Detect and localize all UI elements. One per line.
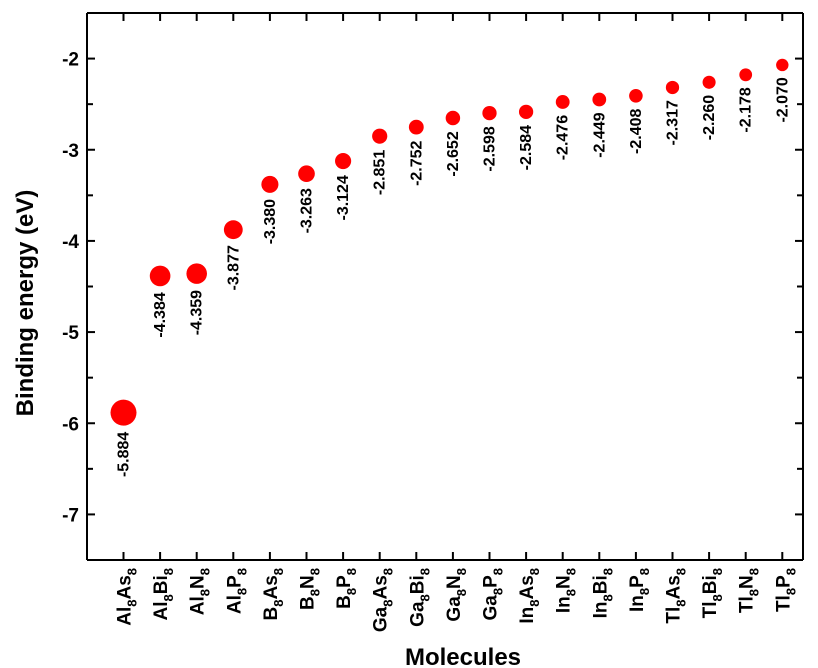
x-category-label: Al8Bi8 — [151, 568, 176, 620]
data-point — [482, 105, 497, 121]
data-label: -4.384 — [152, 292, 169, 337]
data-label: -3.380 — [262, 199, 279, 244]
x-category-label: Tl8As8 — [664, 568, 689, 624]
x-category-label: Al8N8 — [188, 568, 213, 615]
y-axis-ticks: -2 -3 -4 -5 -6 -7 — [62, 50, 803, 561]
x-category-label: Ga8As8 — [371, 568, 396, 632]
x-category-label: B8As8 — [261, 568, 286, 621]
y-tick-label: -4 — [62, 232, 79, 253]
x-category-label: Tl8Bi8 — [700, 568, 725, 618]
data-label: -2.260 — [701, 95, 718, 140]
data-points — [110, 58, 789, 426]
y-tick-label: -7 — [62, 505, 79, 526]
data-point — [776, 58, 789, 72]
data-label: -3.877 — [225, 245, 242, 290]
x-category-label: Ga8P8 — [481, 568, 506, 621]
data-point — [592, 92, 607, 107]
data-label: -5.884 — [116, 432, 133, 477]
x-category-label: Tl8P8 — [773, 568, 798, 612]
data-label: -2.070 — [774, 77, 791, 122]
data-point — [149, 265, 171, 287]
data-point — [335, 152, 352, 170]
x-category-label: Al8P8 — [224, 568, 249, 614]
data-point — [739, 68, 753, 82]
x-category-label: Ga8N8 — [444, 568, 469, 622]
data-label: -2.476 — [555, 115, 572, 160]
data-point — [186, 263, 207, 284]
data-label: -2.752 — [408, 140, 425, 185]
data-label: -2.317 — [665, 100, 682, 145]
x-category-label: In8Bi8 — [590, 568, 615, 618]
data-point — [408, 119, 424, 135]
x-category-label: Tl8N8 — [737, 568, 762, 613]
data-point — [555, 95, 570, 109]
x-category-label: In8P8 — [627, 568, 652, 612]
y-tick-label: -3 — [62, 141, 79, 162]
x-category-label: B8N8 — [298, 568, 323, 610]
data-label: -2.178 — [738, 87, 755, 132]
y-tick-label: -2 — [62, 50, 79, 71]
data-label: -3.124 — [335, 175, 352, 220]
x-category-label: Ga8Bi8 — [407, 568, 432, 627]
y-axis-title: Binding energy (eV) — [12, 190, 39, 417]
data-point — [518, 104, 534, 119]
data-label: -2.652 — [445, 131, 462, 176]
data-point — [223, 220, 243, 240]
data-point — [298, 165, 315, 183]
x-category-label: In8As8 — [517, 568, 542, 624]
data-label: -2.598 — [482, 126, 499, 171]
data-labels: -5.884 -4.384 -4.359 -3.877 -3.380 -3.263 -3.1… — [116, 77, 792, 477]
x-category-label: In8N8 — [554, 568, 579, 613]
data-point — [261, 175, 279, 193]
y-tick-label: -5 — [62, 323, 79, 344]
x-category-label: B8P8 — [334, 568, 359, 609]
data-point — [629, 88, 643, 103]
x-category-labels: Al8As8 Al8Bi8 Al8N8 Al8P8 B8As8 B8N8 B8P8 Ga8As… — [115, 568, 799, 632]
data-point — [110, 399, 137, 426]
data-label: -2.449 — [591, 112, 608, 157]
x-category-label: Al8As8 — [115, 568, 140, 626]
data-point — [445, 110, 461, 126]
data-label: -4.359 — [189, 290, 206, 335]
x-axis-title: Molecules — [405, 644, 521, 668]
data-point — [702, 75, 716, 89]
data-point — [665, 80, 680, 95]
plot-frame — [86, 12, 804, 561]
data-label: -3.263 — [299, 188, 316, 233]
y-tick-label: -6 — [62, 414, 79, 435]
data-label: -2.408 — [628, 108, 645, 153]
data-label: -2.851 — [372, 150, 389, 195]
x-axis-ticks — [122, 13, 784, 560]
data-label: -2.584 — [518, 125, 535, 170]
data-point — [372, 128, 388, 144]
